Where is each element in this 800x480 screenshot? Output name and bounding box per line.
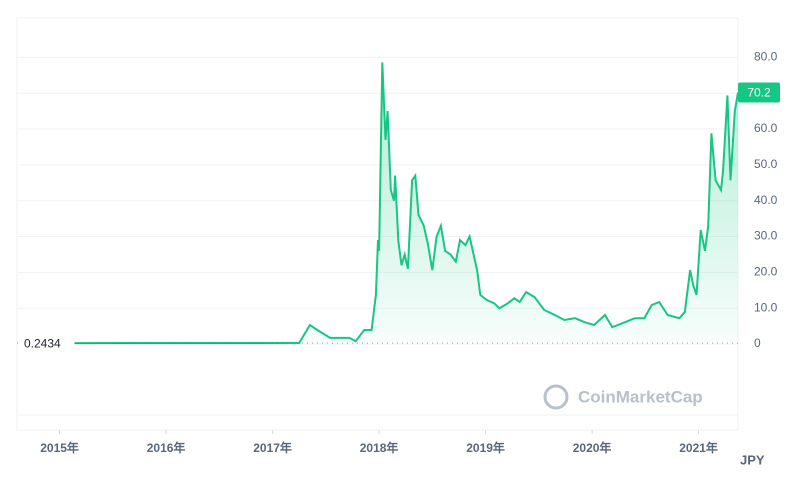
unit-label: JPY: [740, 452, 765, 467]
watermark-text: CoinMarketCap: [578, 387, 703, 406]
y-tick-label: 20.0: [754, 265, 778, 279]
x-tick-label: 2021年: [679, 440, 718, 455]
y-tick-label: 10.0: [754, 300, 778, 314]
x-tick-label: 2020年: [573, 440, 612, 455]
y-tick-label: 0: [754, 336, 761, 350]
x-tick-label: 2016年: [147, 440, 186, 455]
y-tick-label: 80.0: [754, 50, 778, 64]
logo: [543, 384, 569, 410]
x-tick-label: 2017年: [253, 440, 292, 455]
y-tick-label: 30.0: [754, 229, 778, 243]
price-line: [74, 62, 738, 344]
y-tick-label: 60.0: [754, 121, 778, 135]
y-tick-label: 50.0: [754, 157, 778, 171]
last-price-label: 70.2: [747, 86, 771, 100]
start-label-box: [18, 334, 74, 353]
x-tick-label: 2019年: [466, 440, 505, 455]
area: [74, 62, 738, 344]
last-price-box: [738, 82, 780, 103]
plot-frame: [16, 17, 739, 431]
x-tick-label: 2015年: [40, 440, 79, 455]
y-tick-label: 40.0: [754, 193, 778, 207]
x-tick-label: 2018年: [360, 440, 399, 455]
start-label: 0.2434: [24, 336, 61, 350]
watermark: CoinMarketCap: [543, 384, 703, 410]
